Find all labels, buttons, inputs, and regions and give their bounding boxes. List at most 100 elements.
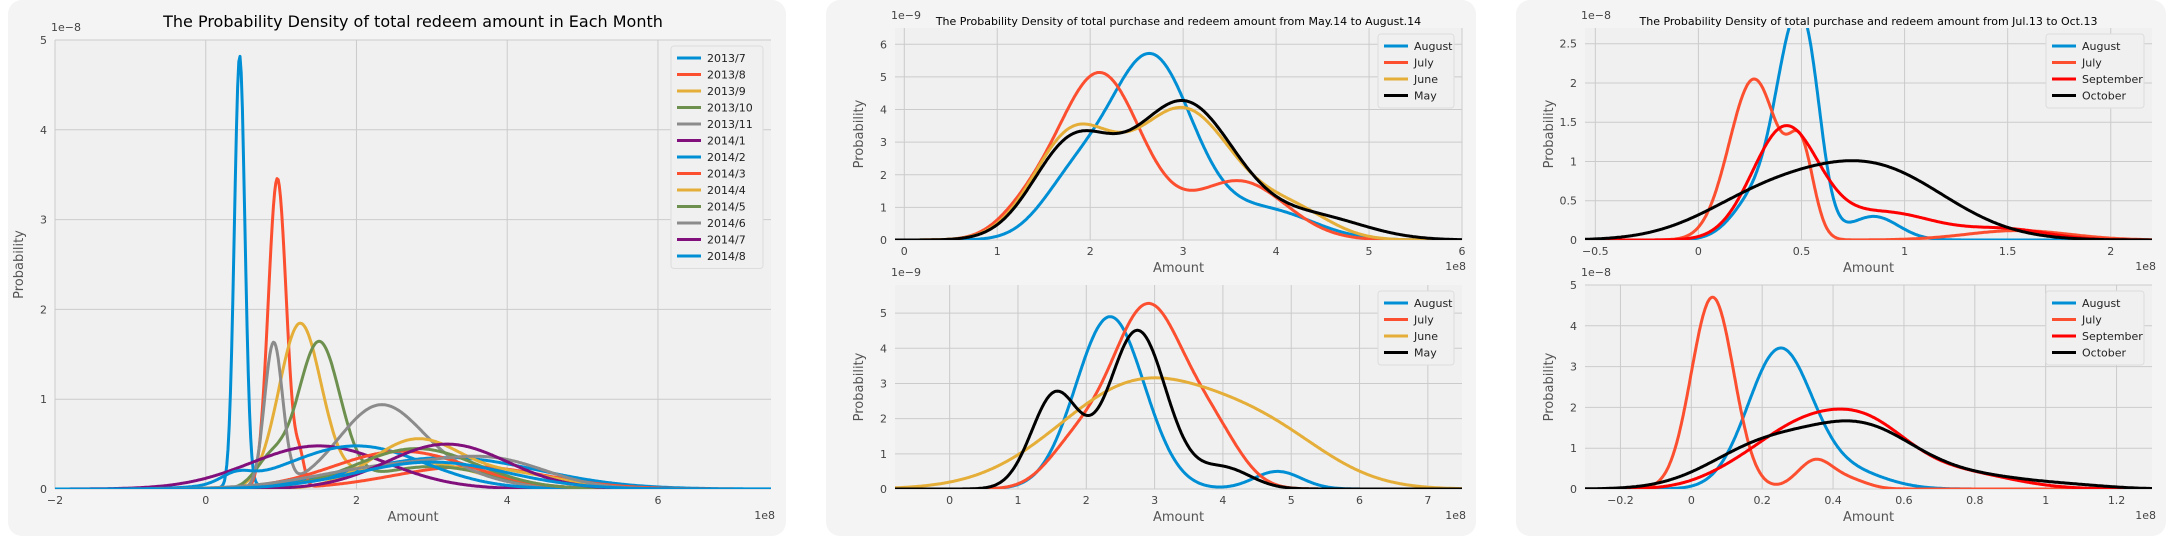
x-tick-label: 0 (202, 494, 209, 507)
series-group (1585, 295, 2152, 489)
legend-box (2045, 290, 2145, 366)
legend-entry: 2013/11 (707, 118, 753, 131)
y-tick-label: 3 (880, 136, 887, 149)
chart-5: 0 1 2 3 4 5 −0.2 0 0.2 0.4 0.6 0.8 1 1.2 1e−8 1e8 Amount… (1542, 266, 2156, 525)
legend-entry: September (2082, 330, 2143, 343)
legend-box (670, 45, 764, 269)
y-tick-label: 2 (1570, 77, 1577, 90)
x-tick-label: 6 (1459, 245, 1466, 258)
y-tick-label: 0 (1570, 234, 1577, 247)
x-offset-label: 1e8 (1445, 509, 1466, 522)
legend-entry: August (2082, 40, 2121, 53)
x-tick-label: 1.5 (1999, 245, 2017, 258)
x-axis-label: Amount (387, 510, 438, 525)
x-tick-label: 4 (1273, 245, 1280, 258)
legend-entry: 2014/7 (707, 234, 746, 247)
x-tick-label: 1 (2042, 494, 2049, 507)
x-tick-label: 0 (1695, 245, 1702, 258)
x-tick-label: 0.5 (1793, 245, 1811, 258)
y-tick-label: 6 (880, 38, 887, 51)
series-line (55, 444, 771, 489)
y-tick-label: 3 (880, 377, 887, 390)
series-line (55, 447, 771, 489)
x-tick-label: 0 (901, 245, 908, 258)
plot-area (895, 28, 1462, 240)
x-axis-label: Amount (1153, 510, 1204, 525)
x-offset-label: 1e8 (2135, 509, 2156, 522)
series-line (895, 376, 1462, 489)
x-tick-label: 6 (1356, 494, 1363, 507)
y-tick-label: 1 (880, 448, 887, 461)
legend-box (1377, 33, 1455, 109)
x-tick-label: 0.6 (1895, 494, 1913, 507)
y-offset-label: 1e−8 (1581, 9, 1611, 22)
y-axis-label: Probability (852, 352, 867, 421)
chart-2: 0 1 2 3 4 5 6 0 1 2 3 4 5 6 1e−9 1e8 Amount Probability Th… (852, 9, 1466, 276)
x-tick-label: 1.2 (2108, 494, 2126, 507)
x-tick-label: 5 (1366, 245, 1373, 258)
chart-title: The Probability Density of total redeem … (162, 12, 663, 31)
legend-entry: July (2081, 57, 2102, 70)
series-line (55, 339, 771, 489)
y-tick-label: 0 (40, 483, 47, 496)
x-tick-label: −2 (47, 494, 63, 507)
x-tick-label: 1 (994, 245, 1001, 258)
y-tick-label: 1.5 (1560, 116, 1578, 129)
legend-box (1377, 290, 1455, 366)
plot-area (895, 285, 1462, 489)
series-line (895, 301, 1462, 489)
legend-entry: June (1413, 330, 1438, 343)
series-line (1585, 159, 2152, 240)
legend-entry: October (2082, 347, 2126, 360)
y-tick-label: 0 (880, 483, 887, 496)
chart-title: The Probability Density of total purchas… (1639, 15, 2098, 28)
x-offset-label: 1e8 (1445, 260, 1466, 273)
series-line (895, 328, 1462, 489)
y-offset-label: 1e−9 (891, 266, 921, 279)
legend-entry: May (1414, 347, 1437, 360)
x-tick-label: 0.2 (1753, 494, 1771, 507)
plot-area (55, 40, 771, 489)
x-tick-label: 7 (1424, 494, 1431, 507)
x-tick-label: 6 (654, 494, 661, 507)
x-tick-label: 4 (504, 494, 511, 507)
y-tick-label: 2 (40, 303, 47, 316)
y-tick-label: 1 (880, 201, 887, 214)
y-tick-label: 4 (880, 104, 887, 117)
x-tick-label: 4 (1219, 494, 1226, 507)
legend-box (2045, 33, 2145, 109)
x-axis-label: Amount (1843, 261, 1894, 276)
x-tick-label: 1 (1014, 494, 1021, 507)
legend-entry: August (1414, 40, 1453, 53)
series-line (55, 460, 771, 489)
legend-entry: 2013/8 (707, 69, 746, 82)
chart-title: The Probability Density of total purchas… (935, 15, 1421, 28)
y-axis-label: Probability (852, 99, 867, 168)
series-group (1585, 28, 2152, 240)
y-tick-label: 4 (880, 342, 887, 355)
x-tick-label: 3 (1151, 494, 1158, 507)
x-tick-label: 2 (1087, 245, 1094, 258)
y-axis-label: Probability (12, 230, 27, 299)
x-tick-label: −0.2 (1607, 494, 1634, 507)
x-tick-label: 5 (1288, 494, 1295, 507)
y-axis-label: Probability (1542, 99, 1557, 168)
legend: August July September October (2045, 290, 2145, 366)
chart-4: 0 0.5 1 1.5 2 2.5 −0.5 0 0.5 1 1.5 2 1e−8 1e8 Amount Pr… (1542, 9, 2156, 276)
y-offset-label: 1e−8 (1581, 266, 1611, 279)
legend-entry: 2014/2 (707, 151, 746, 164)
y-tick-label: 2 (1570, 401, 1577, 414)
chart-3: 0 1 2 3 4 5 0 1 2 3 4 5 6 7 1e−9 1e8 Amount Probability Au… (852, 266, 1466, 525)
legend-entry: September (2082, 73, 2143, 86)
legend-entry: June (1413, 73, 1438, 86)
x-tick-label: −0.5 (1582, 245, 1609, 258)
y-offset-label: 1e−9 (891, 9, 921, 22)
x-offset-label: 1e8 (2135, 260, 2156, 273)
y-tick-label: 5 (40, 34, 47, 47)
legend-entry: 2014/6 (707, 217, 746, 230)
series-line (55, 340, 771, 489)
legend-entry: July (2081, 314, 2102, 327)
legend-entry: July (1413, 314, 1434, 327)
